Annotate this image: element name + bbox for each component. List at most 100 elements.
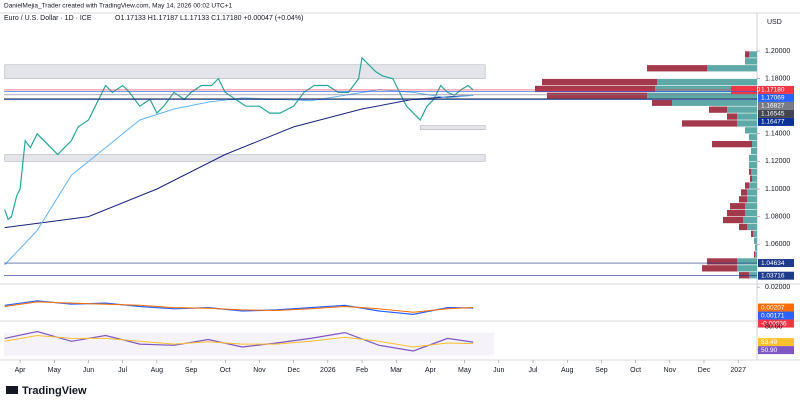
credit: DanielMejia_Trader created with TradingV… — [4, 3, 233, 10]
price-tag — [731, 85, 757, 94]
price-tag — [758, 319, 794, 328]
volume-up — [727, 106, 757, 113]
volume-down — [682, 120, 737, 127]
price-tag — [758, 303, 794, 312]
x-tick-label: Aug — [561, 367, 574, 374]
ohlc: O1.17133 H1.17187 L1.17133 C1.17180 +0.0… — [115, 15, 303, 22]
volume-up — [745, 127, 757, 134]
zone — [419, 125, 486, 130]
y-tick-label: 1.12000 — [765, 158, 790, 165]
volume-down — [739, 272, 749, 279]
series-line — [4, 89, 474, 266]
x-tick-label: Jul — [529, 367, 538, 374]
volume-up — [737, 258, 757, 265]
volume-up — [657, 78, 757, 86]
y-tick-label: 1.18000 — [765, 75, 790, 82]
volume-down — [751, 230, 753, 237]
x-tick-label: Aug — [151, 367, 164, 374]
volume-up — [751, 147, 757, 155]
volume-up — [752, 175, 757, 182]
x-tick-label: Mar — [390, 367, 403, 374]
volume-up — [749, 154, 757, 162]
y-tick-label: 1.06000 — [765, 241, 790, 248]
price-tag-label: 1.17069 — [761, 95, 785, 102]
x-tick-label: 2027 — [730, 367, 746, 374]
volume-up — [745, 209, 757, 217]
zone — [4, 154, 486, 162]
price-tag — [758, 346, 794, 355]
x-tick-label: Sep — [185, 367, 198, 374]
price-tag — [758, 93, 794, 102]
series-line — [4, 334, 474, 348]
volume-up — [747, 196, 757, 203]
volume-down — [709, 106, 727, 113]
x-tick-label: Jun — [83, 367, 94, 374]
volume-up — [647, 92, 757, 100]
volume-down — [730, 203, 745, 210]
series-line — [4, 56, 474, 221]
x-tick-label: May — [48, 367, 62, 374]
x-tick-label: Jul — [118, 367, 127, 374]
price-tag — [758, 117, 794, 126]
volume-down — [723, 216, 743, 224]
x-tick-label: Nov — [664, 367, 677, 374]
price-tag-label: 1.16827 — [761, 103, 785, 110]
price-tag-value: 1.17180 — [761, 87, 785, 94]
x-tick-label: Nov — [253, 367, 266, 374]
x-tick-label: Feb — [356, 367, 368, 374]
price-tag — [758, 311, 794, 320]
x-tick-label: Apr — [15, 367, 27, 374]
price-tag — [758, 259, 794, 268]
y-tick-label: 1.20000 — [765, 48, 790, 55]
zone — [4, 64, 486, 79]
volume-up — [655, 85, 757, 93]
volume-down — [712, 141, 752, 148]
x-tick-label: Oct — [220, 367, 231, 374]
volume-down — [750, 175, 752, 182]
volume-down — [727, 209, 745, 217]
volume-up — [749, 51, 757, 58]
price-tag — [758, 101, 794, 110]
volume-down — [739, 196, 747, 203]
x-tick-label: Dec — [698, 367, 711, 374]
logo: TradingView — [6, 385, 87, 397]
volume-up — [745, 203, 757, 210]
volume-down — [727, 113, 737, 120]
volume-down — [741, 189, 747, 196]
price-tag-label: 0.00171 — [761, 312, 785, 319]
x-tick-label: Dec — [287, 367, 300, 374]
price-tag-label: -0.00036 — [761, 320, 787, 327]
x-tick-label: Apr — [425, 367, 437, 374]
x-tick-label: 2026 — [320, 367, 336, 374]
x-tick-label: Jun — [493, 367, 504, 374]
volume-down — [745, 51, 749, 58]
logo-text: TradingView — [22, 385, 87, 397]
price-tag-label: 1.04634 — [761, 260, 785, 267]
volume-up — [749, 134, 757, 141]
volume-up — [749, 182, 757, 189]
price-tag — [758, 85, 794, 94]
volume-up — [737, 120, 757, 127]
volume-up — [672, 99, 757, 106]
price-tag-label: 0.00207 — [761, 304, 785, 311]
volume-up — [755, 244, 757, 251]
volume-up — [753, 230, 757, 237]
volume-down — [739, 223, 747, 231]
volume-up — [749, 272, 757, 279]
price-tag-label: 50.90 — [761, 347, 778, 354]
volume-up — [754, 237, 757, 244]
volume-up — [737, 113, 757, 120]
volume-down — [754, 251, 755, 258]
x-tick-label: May — [458, 367, 472, 374]
volume-down — [707, 258, 737, 265]
price-tag-label: 1.16545 — [761, 111, 785, 118]
volume-up — [747, 189, 757, 196]
price-tag-label: 53.49 — [761, 339, 778, 346]
volume-down — [749, 168, 751, 175]
y-tick-label: 1.10000 — [765, 186, 790, 193]
volume-up — [743, 216, 757, 224]
series-line — [4, 330, 474, 352]
volume-up — [707, 65, 757, 72]
volume-down — [647, 65, 707, 72]
